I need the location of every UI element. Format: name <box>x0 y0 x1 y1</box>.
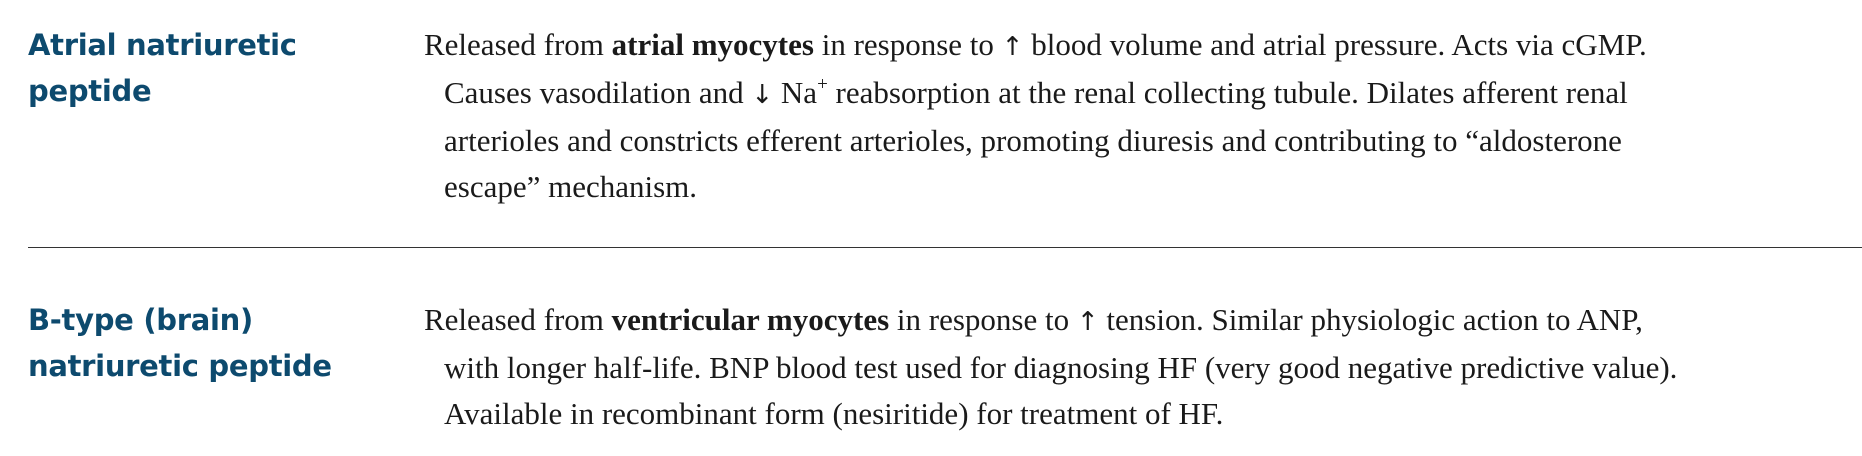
term-line: Atrial natriuretic <box>28 28 297 62</box>
term-line: peptide <box>28 74 152 108</box>
term-line: natriuretic peptide <box>28 349 332 383</box>
description-line: with longer half-life. BNP blood test us… <box>444 350 1678 385</box>
highlighted-term: ventricular myocytes <box>611 302 890 337</box>
description-line: escape” mechanism. <box>444 169 698 204</box>
description-line: Causes vasodilation and ↓ Na+ reabsorpti… <box>444 73 1628 110</box>
description-line: Released from ventricular myocytes in re… <box>424 302 1643 337</box>
arrow-up-icon: ↑ <box>1001 32 1024 62</box>
term-description: Released from ventricular myocytes in re… <box>424 297 1844 437</box>
description-line: arterioles and constricts efferent arter… <box>444 123 1622 158</box>
description-line: Released from atrial myocytes in respons… <box>424 27 1647 62</box>
row-divider <box>28 247 1862 248</box>
term-heading: Atrial natriuretic peptide <box>28 22 358 114</box>
term-line: B-type (brain) <box>28 303 253 337</box>
arrow-up-icon: ↑ <box>1076 307 1099 337</box>
arrow-down-icon: ↓ <box>751 80 774 110</box>
highlighted-term: atrial myocytes <box>611 27 814 62</box>
term-heading: B-type (brain) natriuretic peptide <box>28 297 358 389</box>
description-line: Available in recombinant form (nesiritid… <box>444 396 1224 431</box>
superscript: + <box>817 73 828 95</box>
term-description: Released from atrial myocytes in respons… <box>424 22 1844 210</box>
